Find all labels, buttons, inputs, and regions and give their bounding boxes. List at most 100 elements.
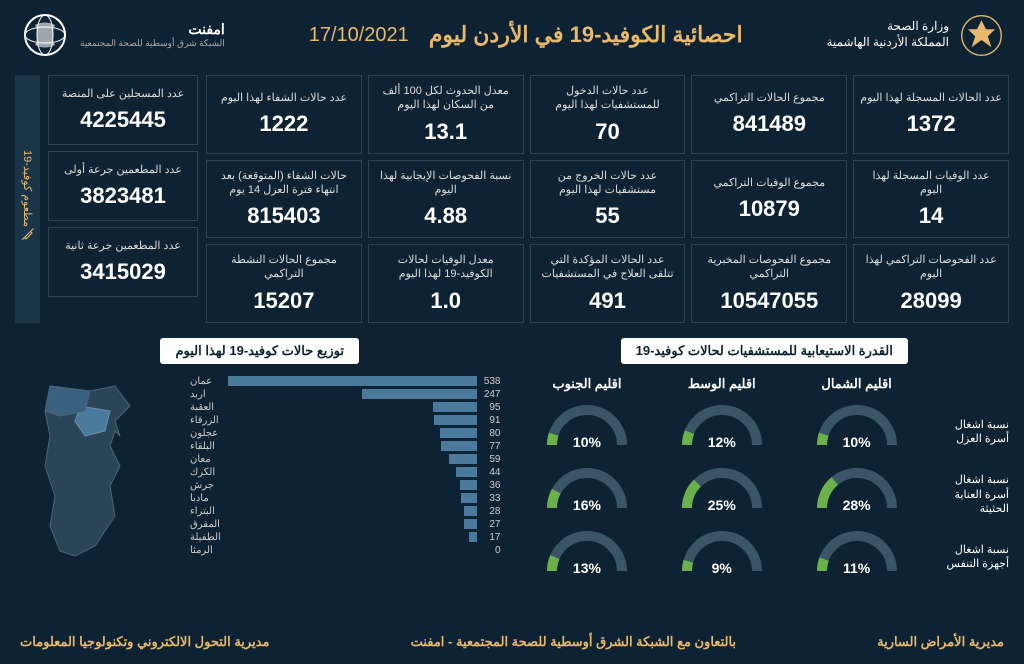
bar-value: 0 — [477, 545, 505, 556]
stat-label: مجموع الحالات التراكمي — [698, 91, 840, 105]
stat-card: عدد حالات الشفاء لهذا اليوم 1222 — [206, 75, 362, 154]
stat-card: عدد حالات الدخول للمستشفيات لهذا اليوم 70 — [530, 75, 686, 154]
report-date: 17/10/2021 — [309, 24, 409, 47]
gauge-row-label: نسبة اشغال أسرة العناية الحثيثة — [934, 465, 1009, 525]
gauge-percent: 16% — [542, 497, 632, 513]
stat-card: مجموع الفحوصات المخبرية التراكمي 10547055 — [691, 244, 847, 323]
bar-track — [228, 415, 477, 425]
crest-icon — [959, 13, 1004, 58]
bar-value: 59 — [477, 454, 505, 465]
header: وزارة الصحة المملكة الأردنية الهاشمية اح… — [0, 0, 1024, 70]
bar-track — [228, 532, 477, 542]
stat-card: حالات الشفاء (المتوقعة) بعد انتهاء فترة … — [206, 160, 362, 239]
gauge-percent: 10% — [812, 434, 902, 450]
bar-label: الرمثا — [190, 545, 228, 556]
stat-value: 70 — [537, 119, 679, 145]
stat-label: معدل الحدوث لكل 100 ألف من السكان لهذا ا… — [375, 84, 517, 113]
bar-value: 33 — [477, 493, 505, 504]
stat-label: عدد الوفيات المسجلة لهذا اليوم — [860, 169, 1002, 198]
stat-value: 4225445 — [55, 107, 191, 133]
gauge-row-labels: نسبة اشغال أسرة العزلنسبة اشغال أسرة الع… — [934, 376, 1009, 589]
stat-card: عدد الحالات المؤكدة التي تتلقى العلاج في… — [530, 244, 686, 323]
stat-label: عدد المطعمين جرعة أولى — [55, 163, 191, 177]
gauge-percent: 28% — [812, 497, 902, 513]
bar-track — [228, 441, 477, 451]
stat-card: معدل الحدوث لكل 100 ألف من السكان لهذا ا… — [368, 75, 524, 154]
bar-label: الزرقاء — [190, 415, 228, 426]
stat-label: حالات الشفاء (المتوقعة) بعد انتهاء فترة … — [213, 169, 355, 198]
footer: مديرية الأمراض السارية بالتعاون مع الشبك… — [0, 628, 1024, 656]
bar-row: 91 الزرقاء — [190, 415, 505, 426]
bar-value: 77 — [477, 441, 505, 452]
bar-label: العقبة — [190, 402, 228, 413]
bar-track — [228, 428, 477, 438]
gauge: 25% — [677, 463, 767, 518]
vax-card: عدد المطعمين جرعة ثانية 3415029 — [48, 227, 198, 297]
bar-row: 44 الكرك — [190, 467, 505, 478]
bar-row: 33 مادبا — [190, 493, 505, 504]
jordan-map — [15, 376, 175, 566]
vax-card: عدد المطعمين جرعة أولى3823481 — [48, 151, 198, 221]
stat-value: 13.1 — [375, 119, 517, 145]
stat-label: نسبة الفحوصات الإيجابية لهذا اليوم — [375, 169, 517, 198]
gauge-percent: 10% — [542, 434, 632, 450]
gauge-row-label: نسبة اشغال أجهزة التنفس — [934, 527, 1009, 587]
stat-label: عدد حالات الشفاء لهذا اليوم — [213, 91, 355, 105]
bar-row: 36 جرش — [190, 480, 505, 491]
stat-label: مجموع الحالات النشطة التراكمي — [213, 253, 355, 282]
ministry-line1: وزارة الصحة — [826, 19, 949, 35]
stat-label: مجموع الفحوصات المخبرية التراكمي — [698, 253, 840, 282]
bar-track — [228, 506, 477, 516]
stat-value: 3415029 — [55, 259, 191, 285]
bar-track — [228, 519, 477, 529]
footer-center: بالتعاون مع الشبكة الشرق أوسطية للصحة ال… — [411, 634, 736, 650]
bar-row: 77 البلقاء — [190, 441, 505, 452]
stat-label: مجموع الوفيات التراكمي — [698, 176, 840, 190]
bar-label: عجلون — [190, 428, 228, 439]
gauge: 13% — [542, 526, 632, 581]
stat-value: 10547055 — [698, 288, 840, 314]
globe-icon — [20, 10, 70, 60]
bar-track — [228, 389, 477, 399]
bar-label: الطفيلة — [190, 532, 228, 543]
bar-track — [228, 493, 477, 503]
stat-card: نسبة الفحوصات الإيجابية لهذا اليوم4.88 — [368, 160, 524, 239]
stat-label: عدد الحالات المسجلة لهذا اليوم — [860, 91, 1002, 105]
stat-value: 815403 — [213, 203, 355, 229]
stat-label: عدد المطعمين جرعة ثانية — [55, 239, 191, 253]
bar-value: 36 — [477, 480, 505, 491]
map-icon — [20, 376, 170, 566]
bar-value: 27 — [477, 519, 505, 530]
bar-label: الكرك — [190, 467, 228, 478]
bar-value: 91 — [477, 415, 505, 426]
gauge-grid: اقليم الشمالاقليم الوسطاقليم الجنوب 10% … — [520, 376, 925, 589]
stat-card: عدد حالات الخروج من مستشفيات لهذا اليوم5… — [530, 160, 686, 239]
stat-value: 491 — [537, 288, 679, 314]
bottom-section: القدرة الاستيعابية للمستشفيات لحالات كوف… — [0, 328, 1024, 594]
bar-label: معان — [190, 454, 228, 465]
bar-row: 80 عجلون — [190, 428, 505, 439]
gauge-percent: 11% — [812, 560, 902, 576]
stat-label: عدد حالات الخروج من مستشفيات لهذا اليوم — [537, 169, 679, 198]
stats-grid: عدد الحالات المسجلة لهذا اليوم1372مجموع … — [206, 75, 1009, 323]
bar-row: 95 العقبة — [190, 402, 505, 413]
gauge: 9% — [677, 526, 767, 581]
bar-label: البتراء — [190, 506, 228, 517]
bar-track — [228, 376, 477, 386]
gauge-percent: 9% — [677, 560, 767, 576]
stat-label: عدد حالات الدخول للمستشفيات لهذا اليوم — [537, 84, 679, 113]
stat-label: عدد الحالات المؤكدة التي تتلقى العلاج في… — [537, 253, 679, 282]
vaccination-side-label: مطعوم كوفيد-19 — [15, 75, 40, 323]
stat-value: 1222 — [213, 111, 355, 137]
region-header: اقليم الجنوب — [520, 376, 655, 392]
gauge-percent: 25% — [677, 497, 767, 513]
bar-value: 17 — [477, 532, 505, 543]
footer-left: مديرية التحول الالكتروني وتكنولوجيا المع… — [20, 634, 270, 650]
bar-label: المفرق — [190, 519, 228, 530]
gauge: 10% — [812, 400, 902, 455]
stat-card: عدد الوفيات المسجلة لهذا اليوم14 — [853, 160, 1009, 239]
bar-label: اربد — [190, 389, 228, 400]
stat-label: عدد الفحوصات التراكمي لهذا اليوم — [860, 253, 1002, 282]
gauge: 28% — [812, 463, 902, 518]
syringe-icon — [20, 227, 35, 242]
